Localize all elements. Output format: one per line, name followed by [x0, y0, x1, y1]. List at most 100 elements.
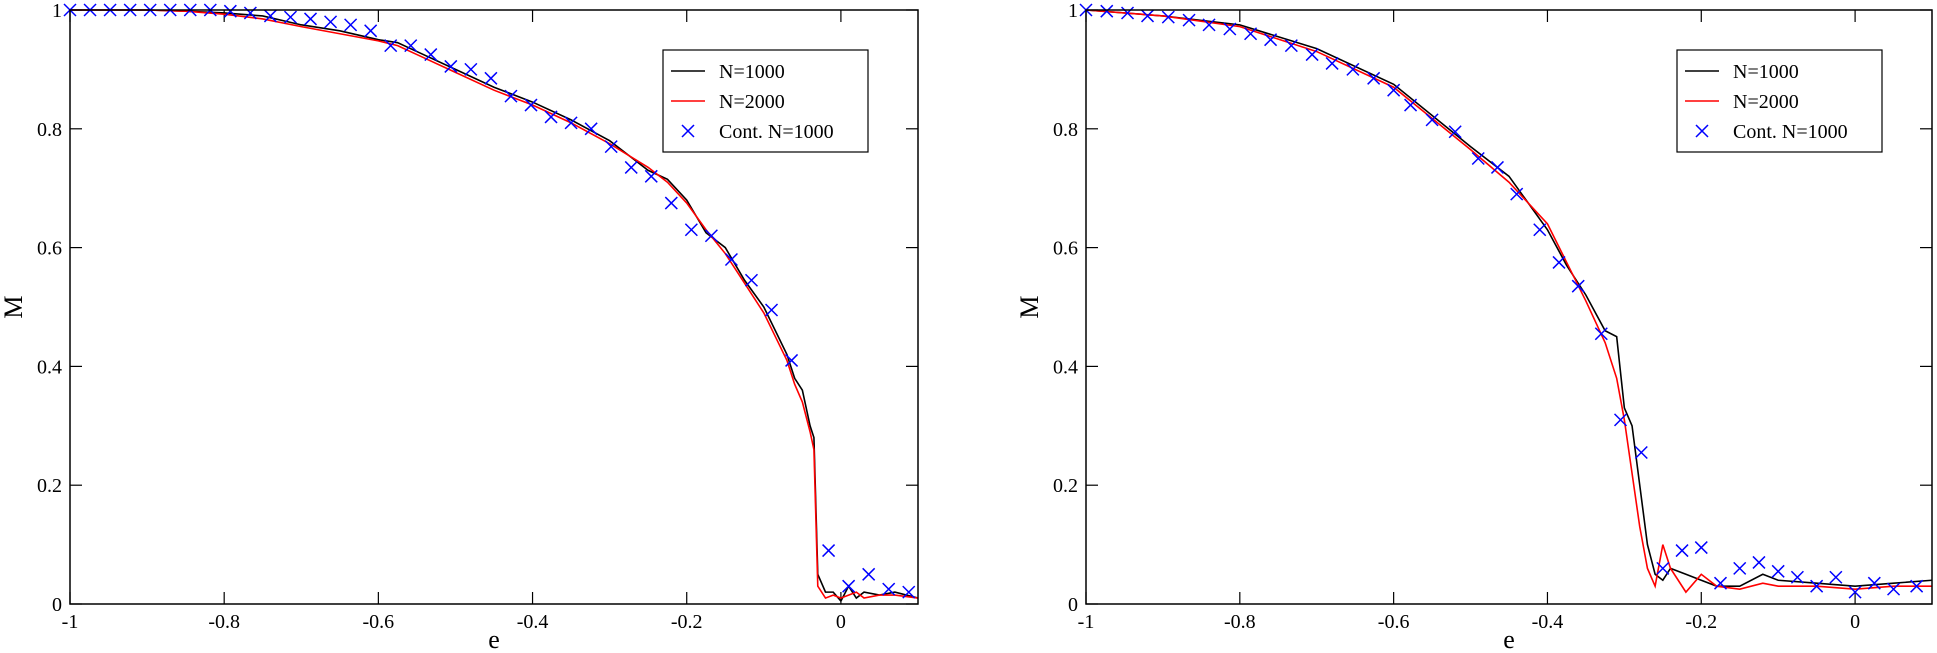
x-tick-label: -0.6 — [1378, 611, 1410, 633]
marker — [1810, 579, 1824, 593]
marker — [684, 223, 698, 237]
marker — [842, 579, 856, 593]
marker — [1264, 33, 1278, 47]
marker — [223, 4, 237, 18]
legend-label: N=1000 — [719, 61, 785, 83]
y-tick-label: 0.6 — [37, 238, 62, 260]
marker — [1910, 579, 1924, 593]
x-tick-label: -0.4 — [1532, 611, 1564, 633]
x-tick-label: -0.4 — [517, 611, 549, 633]
marker — [564, 116, 578, 130]
marker — [1771, 564, 1785, 578]
marker — [283, 10, 298, 24]
x-tick-label: -1 — [62, 611, 79, 633]
marker — [1100, 4, 1114, 18]
marker — [1887, 582, 1901, 596]
y-tick-label: 1 — [52, 0, 62, 22]
marker — [1675, 544, 1689, 558]
y-tick-label: 0.4 — [37, 356, 62, 378]
y-tick-label: 0.8 — [37, 119, 62, 141]
marker — [1404, 98, 1418, 112]
line — [1085, 9, 1933, 587]
marker — [384, 39, 398, 53]
y-tick-label: 0.8 — [1053, 119, 1078, 141]
marker — [1244, 27, 1258, 41]
y-tick-label: 0 — [1068, 594, 1078, 616]
marker — [1448, 125, 1462, 139]
marker — [303, 12, 318, 26]
marker — [744, 273, 759, 287]
marker — [1223, 22, 1237, 36]
x-tick-label: -0.6 — [363, 611, 395, 633]
x-tick-label: 0 — [836, 611, 846, 633]
marker — [882, 582, 896, 596]
marker — [724, 252, 738, 267]
x-tick-label: -1 — [1078, 611, 1095, 633]
marker — [902, 585, 916, 599]
x-tick-label: -0.2 — [671, 611, 703, 633]
marker — [1594, 327, 1608, 341]
marker — [1140, 9, 1155, 23]
legend-label: N=2000 — [1733, 91, 1799, 113]
marker — [1346, 62, 1360, 76]
marker — [1848, 585, 1862, 599]
marker — [444, 59, 458, 73]
marker — [1490, 160, 1504, 174]
marker — [1120, 6, 1135, 20]
line — [70, 9, 919, 603]
y-tick-label: 0.2 — [37, 475, 62, 497]
marker — [1613, 413, 1628, 427]
marker — [862, 567, 876, 581]
marker — [404, 39, 418, 53]
marker — [1656, 561, 1670, 575]
line — [1085, 9, 1932, 594]
marker — [1425, 113, 1439, 127]
marker — [344, 18, 358, 32]
marker — [1790, 570, 1804, 584]
marker — [584, 122, 598, 136]
marker — [1713, 576, 1728, 590]
marker — [1571, 279, 1585, 293]
legend-label: N=2000 — [719, 91, 785, 113]
marker — [364, 24, 378, 38]
marker — [1367, 71, 1381, 85]
y-axis-label: M — [1015, 295, 1044, 318]
marker — [243, 6, 257, 20]
legend-label: Cont. N=1000 — [1733, 121, 1848, 143]
y-tick-label: 0.6 — [1053, 238, 1078, 260]
y-axis-label: M — [0, 295, 28, 318]
panel: -1 -0.8 -0.6 -0.4 -0.2 0 0 0.2 0.4 0.6 0.8 1 e M N=100… — [0, 0, 919, 653]
marker — [1161, 10, 1175, 24]
marker — [324, 15, 338, 29]
marker — [504, 89, 518, 103]
y-tick-label: 1 — [1068, 0, 1078, 22]
marker — [1829, 570, 1843, 584]
panel: -1 -0.8 -0.6 -0.4 -0.2 0 0 0.2 0.4 0.6 0.8 1 e M N=100… — [1015, 0, 1933, 653]
marker — [1867, 576, 1881, 590]
marker — [1510, 187, 1524, 201]
marker — [1471, 151, 1485, 166]
legend-marker — [1695, 124, 1709, 138]
y-tick-label: 0 — [52, 594, 62, 616]
marker — [822, 544, 836, 558]
marker — [644, 169, 658, 183]
marker — [1552, 255, 1566, 269]
legend: N=1000 N=2000 Cont. N=1000 — [662, 49, 869, 153]
legend: N=1000 N=2000 Cont. N=1000 — [1676, 49, 1883, 153]
marker — [1694, 541, 1708, 555]
legend-marker — [681, 124, 695, 138]
marker — [1202, 18, 1216, 32]
marker — [524, 98, 538, 112]
marker — [1182, 13, 1196, 27]
x-axis-label: e — [488, 625, 500, 653]
marker — [764, 303, 779, 317]
marker — [1325, 56, 1339, 70]
marker — [1634, 445, 1648, 460]
marker — [464, 62, 478, 76]
marker — [785, 353, 799, 367]
legend-label: Cont. N=1000 — [719, 121, 834, 143]
y-tick-label: 0.4 — [1053, 356, 1078, 378]
plot-frame — [1085, 9, 1933, 605]
